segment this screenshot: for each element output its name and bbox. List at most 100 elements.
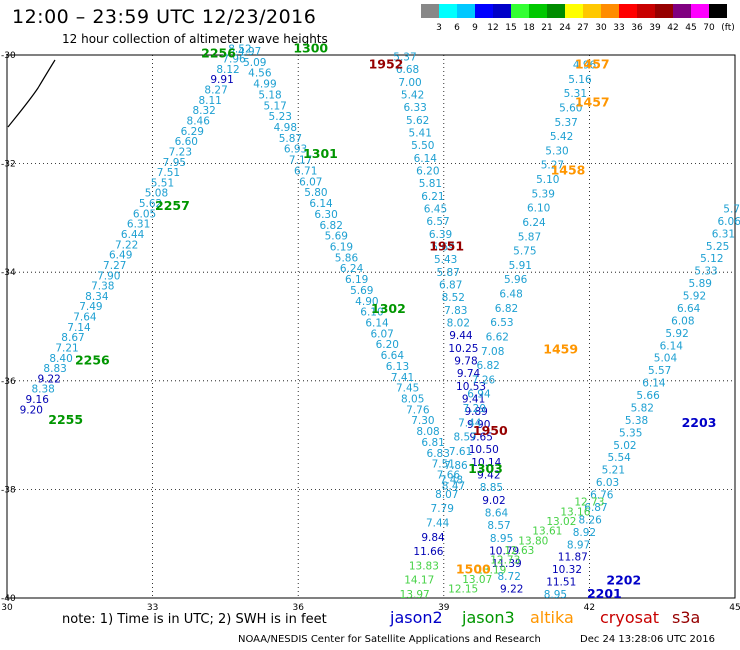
wave-height-point: 6.14 [365, 318, 389, 330]
wave-height-point: 5.69 [325, 231, 348, 243]
wave-height-point: 7.44 [426, 517, 450, 529]
x-tick-label: 33 [147, 603, 158, 613]
wave-height-point: 6.82 [495, 303, 518, 315]
wave-height-point: 5.92 [683, 291, 706, 303]
wave-height-point: 6.87 [584, 502, 607, 514]
legend-swatch [493, 4, 511, 18]
wave-height-point: 8.83 [43, 363, 66, 375]
legend-label: 27 [577, 23, 589, 33]
wave-height-point: 5.57 [648, 365, 671, 377]
wave-height-point: 4.99 [253, 79, 276, 91]
wave-height-point: 6.14 [642, 378, 666, 390]
satellite-jason2: jason2 [390, 608, 443, 627]
wave-height-point: 9.16 [26, 394, 50, 406]
wave-height-point: 5.04 [654, 353, 678, 365]
wave-height-point: 5.35 [619, 427, 642, 439]
coastline [7, 59, 56, 128]
wave-height-point: 6.20 [376, 339, 399, 351]
page-title: 12:00 – 23:59 UTC 12/23/2016 [12, 6, 317, 28]
satellite-altika: altika [530, 608, 574, 627]
wave-height-point: 7.41 [391, 372, 414, 384]
timestamp: Dec 24 13:28:06 UTC 2016 [580, 634, 715, 645]
legend-swatch [547, 4, 565, 18]
wave-height-point: 9.78 [454, 356, 477, 368]
wave-height-point: 5.31 [564, 88, 587, 100]
wave-height-point: 5.18 [258, 89, 281, 101]
wave-height-point: 6.68 [396, 64, 419, 76]
x-tick-label: 42 [584, 603, 595, 613]
wave-height-point: 5.25 [706, 241, 729, 253]
legend-label: 3 [436, 23, 442, 33]
wave-height-point: 6.19 [330, 241, 353, 253]
legend-swatch [637, 4, 655, 18]
pass-time-label: 2255 [48, 412, 83, 427]
wave-height-point: 5.33 [694, 266, 717, 278]
wave-height-point: 6.21 [421, 191, 444, 203]
wave-height-point: 6.30 [314, 209, 337, 221]
wave-height-point: 8.26 [578, 514, 602, 526]
pass-time-label: 1302 [371, 301, 406, 316]
wave-height-point: 12.63 [504, 545, 534, 557]
legend-swatch [673, 4, 691, 18]
x-tick-label: 39 [438, 603, 450, 613]
legend-swatch [457, 4, 475, 18]
wave-height-point: 6.87 [439, 279, 462, 291]
legend-swatch [583, 4, 601, 18]
wave-height-point: 9.41 [462, 394, 485, 406]
wave-height-point: 7.48 [440, 475, 463, 487]
wave-height-point: 5.82 [631, 402, 654, 414]
pass-time-label: 1459 [543, 342, 578, 357]
wave-height-point: 7.22 [115, 239, 138, 251]
footer-note: note: 1) Time is in UTC; 2) SWH is in fe… [62, 612, 327, 627]
legend-label: 24 [559, 23, 571, 33]
legend-label: 18 [523, 23, 535, 33]
wave-height-point: 7.79 [431, 503, 454, 515]
wave-height-point: 9.90 [467, 419, 490, 431]
pass-time-label: 2201 [587, 586, 622, 601]
wave-height-point: 10.79 [489, 546, 519, 558]
wave-height-point: 10.14 [471, 457, 501, 469]
wave-height-point: 5.21 [602, 465, 625, 477]
wave-height-point: 5.16 [568, 74, 592, 86]
pass-time-label: 2256 [75, 353, 110, 368]
wave-height-point: 6.62 [486, 331, 509, 343]
x-tick-label: 36 [292, 603, 304, 613]
wave-height-point: 7.51 [432, 459, 455, 471]
wave-height-point: 6.14 [660, 340, 684, 352]
legend-swatch [601, 4, 619, 18]
legend-swatch [475, 4, 493, 18]
wave-height-point: 7.95 [163, 157, 186, 169]
wave-height-point: 9.44 [449, 330, 473, 342]
y-tick-label: -36 [1, 377, 16, 387]
wave-height-point: 6.20 [416, 165, 439, 177]
pass-time-label: 1301 [303, 146, 338, 161]
credit-line: NOAA/NESDIS Center for Satellite Applica… [238, 634, 541, 645]
pass-time-label: 1457 [575, 57, 610, 72]
wave-height-point: 6.10 [527, 203, 550, 215]
wave-height-point: 13.02 [546, 516, 576, 528]
wave-height-point: 5.87 [436, 267, 459, 279]
wave-height-point: 8.12 [216, 64, 239, 76]
wave-height-point: 9.22 [500, 584, 523, 596]
wave-height-point: 8.57 [453, 432, 476, 444]
wave-height-point: 7.17 [289, 155, 312, 167]
wave-height-point: 5.81 [419, 178, 442, 190]
wave-height-point: 8.92 [573, 527, 596, 539]
wave-height-point: 7.08 [481, 346, 504, 358]
wave-height-point: 6.39 [429, 229, 452, 241]
wave-height-point: 5.69 [350, 285, 373, 297]
wave-height-point: 5.75 [513, 246, 536, 258]
wave-height-point: 5.23 [269, 111, 292, 123]
wave-height-point: 9.22 [37, 373, 60, 385]
y-tick-label: -32 [1, 160, 16, 170]
wave-height-point: 5.87 [518, 231, 541, 243]
legend-label: 42 [667, 23, 679, 33]
wave-height-point: 10.25 [448, 343, 478, 355]
y-tick-label: -34 [1, 268, 16, 278]
legend-label: 15 [505, 23, 517, 33]
pass-time-label: 2202 [606, 572, 641, 587]
wave-height-point: 7.90 [97, 270, 120, 282]
wave-height-point: 5.54 [607, 452, 631, 464]
wave-height-point: 8.27 [204, 85, 227, 97]
pass-time-label: 2203 [682, 415, 717, 430]
